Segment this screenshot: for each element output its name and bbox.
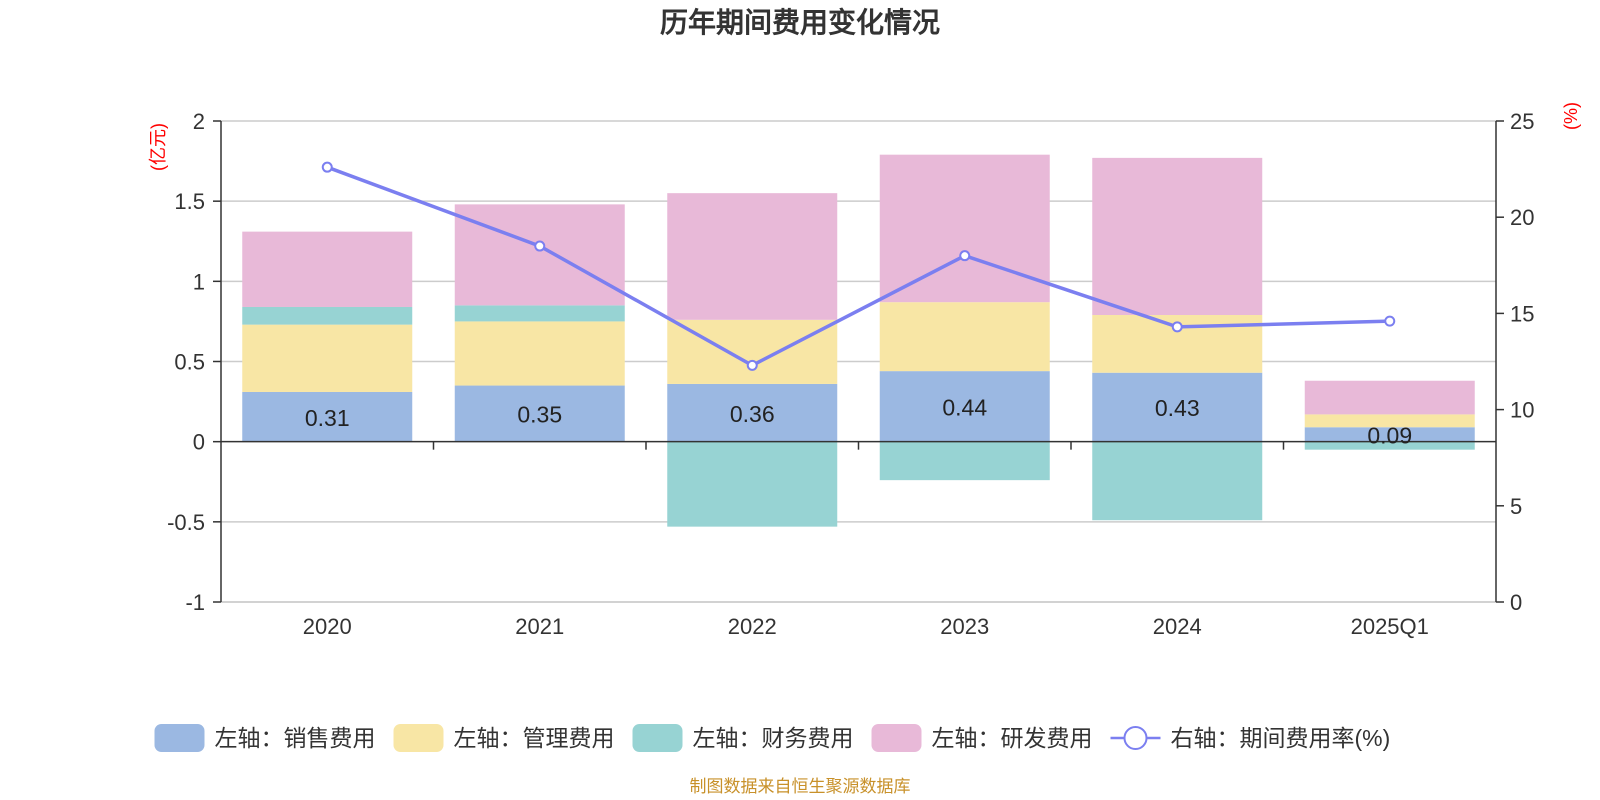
right-axis-unit: (%) <box>1561 102 1581 130</box>
legend-item[interactable]: 左轴：销售费用 <box>154 724 376 752</box>
bar-segment <box>1092 372 1263 442</box>
bar-segment <box>454 305 625 322</box>
data-label: 0.09 <box>1367 422 1412 448</box>
category-label: 2021 <box>515 614 564 639</box>
legend-item[interactable]: 右轴：期间费用率(%) <box>1110 725 1391 751</box>
right-tick-label: 0 <box>1510 590 1522 615</box>
legend-label: 左轴：管理费用 <box>454 725 615 751</box>
rate-point <box>959 250 971 262</box>
rate-point <box>321 161 333 173</box>
left-tick-label: 2 <box>193 109 205 134</box>
left-tick-label: 0.5 <box>174 350 205 375</box>
right-tick-label: 20 <box>1510 205 1534 230</box>
bar-segment <box>667 193 838 320</box>
rate-point <box>1384 315 1396 327</box>
right-tick-label: 10 <box>1510 398 1534 423</box>
category-label: 2025Q1 <box>1351 614 1429 639</box>
bars <box>242 154 1475 527</box>
legend-swatch <box>632 724 683 752</box>
category-label: 2020 <box>303 614 352 639</box>
bar-segment <box>1092 441 1263 521</box>
bar-segment <box>879 302 1050 372</box>
right-tick-label: 5 <box>1510 494 1522 519</box>
data-labels: 0.31 0.35 0.36 0.44 0.43 0.09 <box>305 394 1412 448</box>
left-tick-label: 1 <box>193 269 205 294</box>
rate-point <box>534 240 546 252</box>
legend-label: 右轴：期间费用率(%) <box>1171 725 1391 751</box>
bar-segment <box>667 441 838 527</box>
rate-line <box>321 161 1396 371</box>
source-note: 制图数据来自恒生聚源数据库 <box>690 777 911 796</box>
bar-segment <box>667 319 838 384</box>
data-label: 0.35 <box>517 402 562 428</box>
legend-label: 左轴：财务费用 <box>693 725 854 751</box>
bar-segment <box>1092 157 1263 316</box>
bar-segment <box>454 385 625 442</box>
axes: 2 1.5 1 0.5 0 -0.5 -1 25 20 15 10 5 0 2020 2021 2022 202… <box>167 109 1534 639</box>
rate-point <box>746 359 758 371</box>
bar-segment <box>879 371 1050 442</box>
left-tick-label: 0 <box>193 430 205 455</box>
legend-swatch <box>393 724 444 752</box>
left-tick-label: 1.5 <box>174 189 205 214</box>
category-label: 2024 <box>1153 614 1202 639</box>
bar-segment <box>1304 414 1475 428</box>
legend-swatch <box>871 724 922 752</box>
bar-segment <box>242 391 413 442</box>
gridlines <box>221 120 1496 603</box>
bar-segment <box>454 204 625 306</box>
right-tick-label: 25 <box>1510 109 1534 134</box>
rate-point <box>1171 321 1183 333</box>
legend-item[interactable]: 左轴：财务费用 <box>632 724 854 752</box>
category-label: 2023 <box>940 614 989 639</box>
chart-title: 历年期间费用变化情况 <box>660 6 940 38</box>
legend: 左轴：销售费用 左轴：管理费用 左轴：财务费用 左轴：研发费用 右轴：期间费用率(%) <box>154 724 1391 752</box>
bar-segment <box>879 441 1050 481</box>
legend-item[interactable]: 左轴：研发费用 <box>871 724 1093 752</box>
legend-label: 左轴：研发费用 <box>932 725 1093 751</box>
legend-swatch <box>154 724 205 752</box>
legend-label: 左轴：销售费用 <box>215 725 376 751</box>
data-label: 0.36 <box>730 401 775 427</box>
data-label: 0.31 <box>305 405 350 431</box>
bar-segment <box>242 324 413 392</box>
category-label: 2022 <box>728 614 777 639</box>
bar-segment <box>1304 427 1475 442</box>
left-tick-label: -1 <box>185 590 205 615</box>
data-label: 0.44 <box>942 394 987 420</box>
bar-segment <box>879 154 1050 303</box>
left-tick-label: -0.5 <box>167 510 205 535</box>
bar-segment <box>242 306 413 325</box>
bar-segment <box>667 383 838 442</box>
legend-item[interactable]: 左轴：管理费用 <box>393 724 615 752</box>
bar-segment <box>1304 380 1475 415</box>
bar-segment <box>1304 441 1475 450</box>
legend-circle-swatch <box>1123 726 1148 750</box>
left-axis-unit: (亿元) <box>148 123 168 171</box>
bar-segment <box>242 231 413 307</box>
right-tick-label: 15 <box>1510 301 1534 326</box>
data-label: 0.43 <box>1155 395 1200 421</box>
rate-line-path <box>326 165 1390 368</box>
bar-segment <box>454 321 625 386</box>
